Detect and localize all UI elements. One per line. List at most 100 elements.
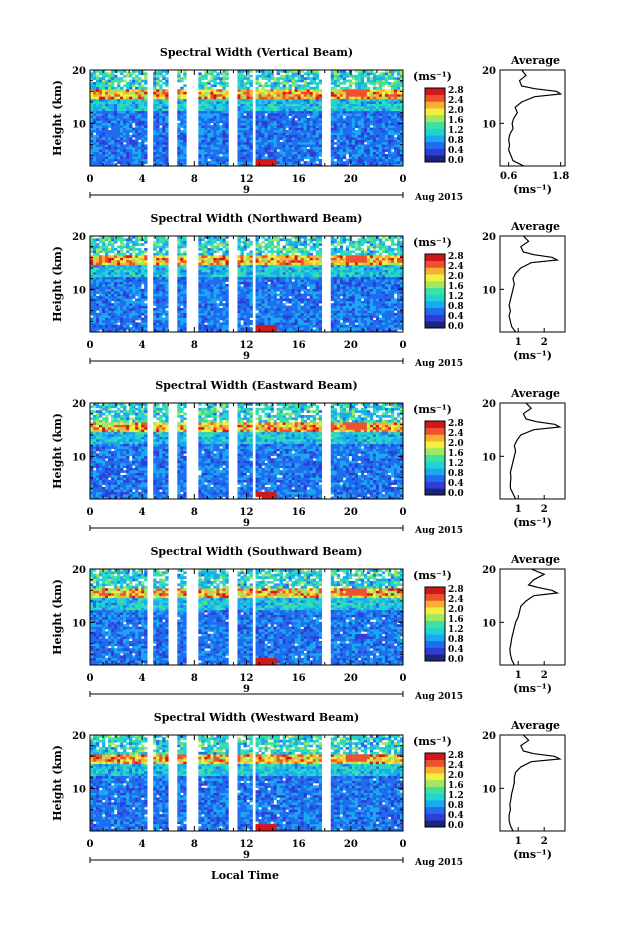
heatmap-cell: [330, 110, 335, 114]
heatmap-cell: [249, 276, 253, 280]
heatmap-cell: [288, 70, 292, 73]
heatmap-cell: [129, 101, 133, 104]
heatmap-cell: [93, 272, 97, 275]
heatmap-cell: [165, 327, 169, 330]
heatmap-cell: [375, 158, 380, 162]
heatmap-cell: [303, 115, 307, 119]
heatmap-cell: [219, 293, 223, 297]
heatmap-cell: [117, 151, 121, 155]
heatmap-cell: [96, 146, 100, 150]
heatmap-cell: [354, 151, 359, 155]
heatmap-cell: [318, 163, 323, 167]
heatmap-cell: [390, 84, 395, 88]
heatmap-cell: [114, 308, 118, 311]
heatmap-cell: [123, 286, 127, 290]
heatmap-cell: [156, 298, 160, 302]
heatmap-cell: [375, 118, 380, 121]
heatmap-cell: [114, 276, 118, 280]
heatmap-cell: [144, 291, 148, 294]
heatmap-cell: [135, 322, 139, 326]
heatmap-cell: [126, 257, 130, 261]
heatmap-cell: [387, 84, 392, 88]
heatmap-cell: [96, 122, 100, 126]
heatmap-cell: [96, 86, 100, 90]
heatmap-cell: [102, 248, 106, 251]
heatmap-cell: [180, 245, 184, 249]
heatmap-cell: [105, 101, 109, 104]
heatmap-cell: [387, 96, 392, 100]
heatmap-cell: [363, 96, 368, 100]
heatmap-cell: [180, 240, 184, 244]
heatmap-cell: [309, 98, 314, 102]
heatmap-cell: [378, 125, 383, 128]
heatmap-cell: [243, 310, 247, 314]
heatmap-cell: [153, 144, 157, 148]
heatmap-cell: [111, 279, 115, 282]
heatmap-cell: [135, 240, 139, 244]
heatmap-cell: [111, 245, 115, 249]
heatmap-cell: [201, 139, 205, 143]
heatmap-cell: [162, 154, 166, 157]
heatmap-cell: [273, 142, 277, 145]
heatmap-cell: [141, 125, 145, 128]
heatmap-cell: [111, 288, 115, 292]
heatmap-cell: [333, 110, 338, 114]
heatmap-cell: [156, 286, 160, 290]
heatmap-cell: [384, 89, 389, 92]
heatmap-cell: [219, 303, 223, 306]
heatmap-cell: [333, 146, 338, 150]
heatmap-cell: [384, 125, 389, 128]
heatmap-cell: [246, 240, 250, 244]
heatmap-cell: [306, 127, 310, 131]
heatmap-cell: [162, 158, 166, 162]
heatmap-cell: [141, 94, 145, 97]
heatmap-cell: [222, 130, 226, 133]
heatmap-cell: [123, 315, 127, 318]
heatmap-cell: [333, 130, 338, 133]
heatmap-cell: [156, 327, 160, 330]
heatmap-cell: [255, 139, 259, 143]
heatmap-cell: [201, 257, 205, 261]
heatmap-cell: [207, 312, 211, 316]
heatmap-cell: [369, 113, 374, 116]
heatmap-cell: [273, 106, 277, 109]
heatmap-cell: [222, 317, 226, 321]
heatmap-cell: [159, 252, 163, 256]
heatmap-cell: [351, 139, 356, 143]
heatmap-cell: [120, 317, 124, 321]
heatmap-cell: [126, 267, 130, 270]
heatmap-cell: [288, 142, 292, 145]
heatmap-cell: [243, 327, 247, 330]
heatmap-cell: [177, 110, 181, 114]
heatmap-cell: [249, 113, 253, 116]
heatmap-cell: [294, 120, 298, 124]
heatmap-cell: [135, 284, 139, 287]
heatmap-cell: [156, 260, 160, 263]
heatmap-cell: [96, 315, 100, 318]
heatmap-cell: [309, 151, 314, 155]
heatmap-cell: [105, 74, 109, 78]
heatmap-cell: [303, 146, 307, 150]
heatmap-cell: [387, 139, 392, 143]
heatmap-cell: [96, 286, 100, 290]
heatmap-cell: [159, 163, 163, 167]
heatmap-cell: [342, 98, 347, 102]
heatmap-cell: [246, 320, 250, 323]
heatmap-cell: [102, 98, 106, 102]
heatmap-cell: [222, 77, 226, 80]
heatmap-cell: [138, 91, 142, 95]
heatmap-cell: [117, 149, 121, 152]
heatmap-cell: [114, 264, 118, 268]
heatmap-cell: [393, 139, 398, 143]
heatmap-cell: [183, 74, 187, 78]
heatmap-cell: [396, 77, 401, 80]
heatmap-cell: [207, 284, 211, 287]
heatmap-cell: [123, 156, 127, 160]
heatmap-cell: [318, 101, 323, 104]
heatmap-cell: [330, 91, 335, 95]
heatmap-cell: [114, 139, 118, 143]
heatmap-cell: [243, 91, 247, 95]
heatmap-cell: [126, 94, 130, 97]
heatmap-cell: [135, 279, 139, 282]
heatmap-cell: [396, 89, 401, 92]
